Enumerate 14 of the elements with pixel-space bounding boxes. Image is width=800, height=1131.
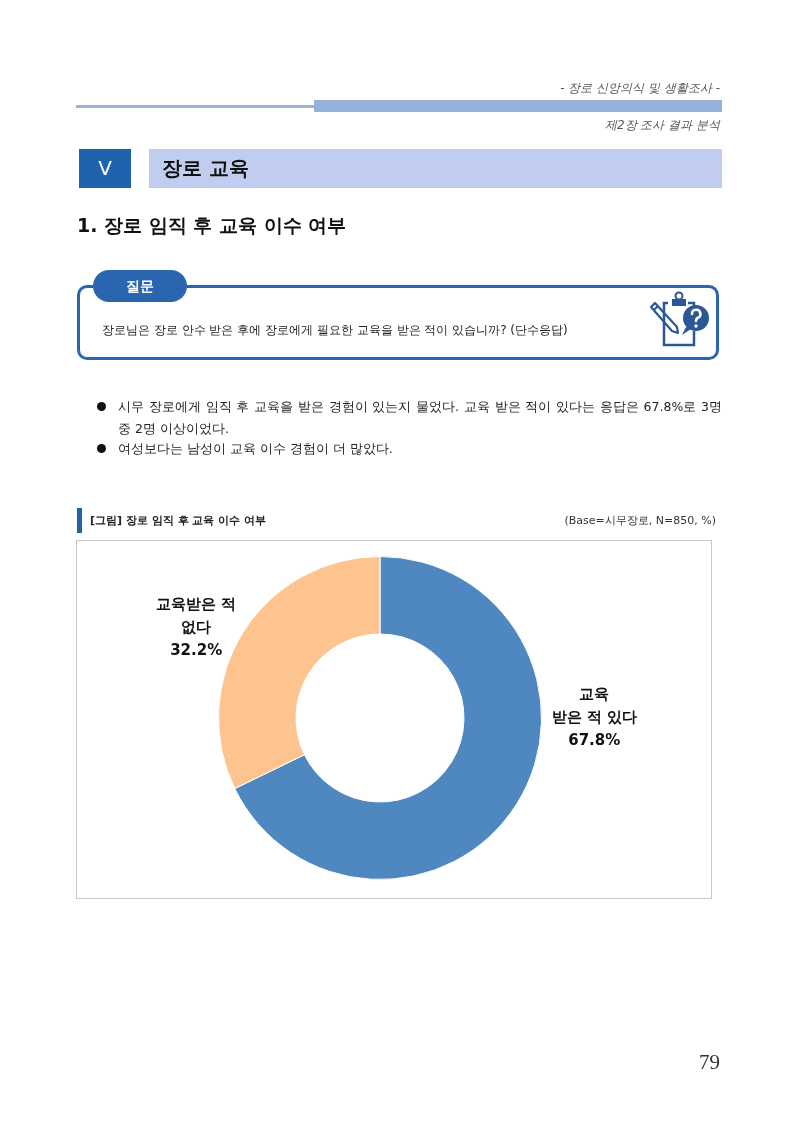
text: 79 [698, 1050, 720, 1075]
text: - 장로 신앙의식 및 생활조사 - [559, 80, 720, 97]
text: 장로 교육 [162, 155, 249, 182]
text: 1. 장로 임직 후 교육 이수 여부 [77, 213, 347, 238]
slice-label: 교육 받은 적 있다 [551, 684, 637, 726]
text: 여성보다는 남성이 교육 이수 경험이 더 많았다. [118, 440, 394, 458]
text: 제2장 조사 결과 분석 [603, 117, 720, 134]
data-label: 67.8% [568, 730, 621, 749]
slice-label: 교육받은 적 없다 [156, 594, 237, 636]
data-label: 32.2% [170, 640, 223, 659]
chart-title: [그림] 장로 임직 후 교육 이수 여부 [90, 513, 267, 528]
text: 시무 장로에게 임직 후 교육을 받은 경험이 있는지 물었다. 교육 받은 적이 있다는 응답은 67.8%로 3명 중 2명 이상이었다. [118, 398, 722, 438]
chart-subtitle: (Base=시무장로, N=850, %) [563, 513, 716, 528]
text: 장로님은 장로 안수 받은 후에 장로에게 필요한 교육을 받은 적이 있습니까? (단수응답) [102, 322, 568, 339]
